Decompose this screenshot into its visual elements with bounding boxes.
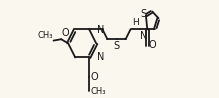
- Text: N: N: [97, 25, 104, 35]
- Text: CH₃: CH₃: [38, 31, 53, 40]
- Text: O: O: [149, 40, 156, 50]
- Text: CH₃: CH₃: [91, 87, 106, 95]
- Text: H: H: [132, 18, 139, 27]
- Text: O: O: [91, 72, 98, 82]
- Text: O: O: [62, 29, 69, 39]
- Text: N: N: [140, 31, 147, 41]
- Text: N: N: [97, 52, 104, 62]
- Text: S: S: [113, 41, 120, 51]
- Text: S: S: [140, 9, 146, 19]
